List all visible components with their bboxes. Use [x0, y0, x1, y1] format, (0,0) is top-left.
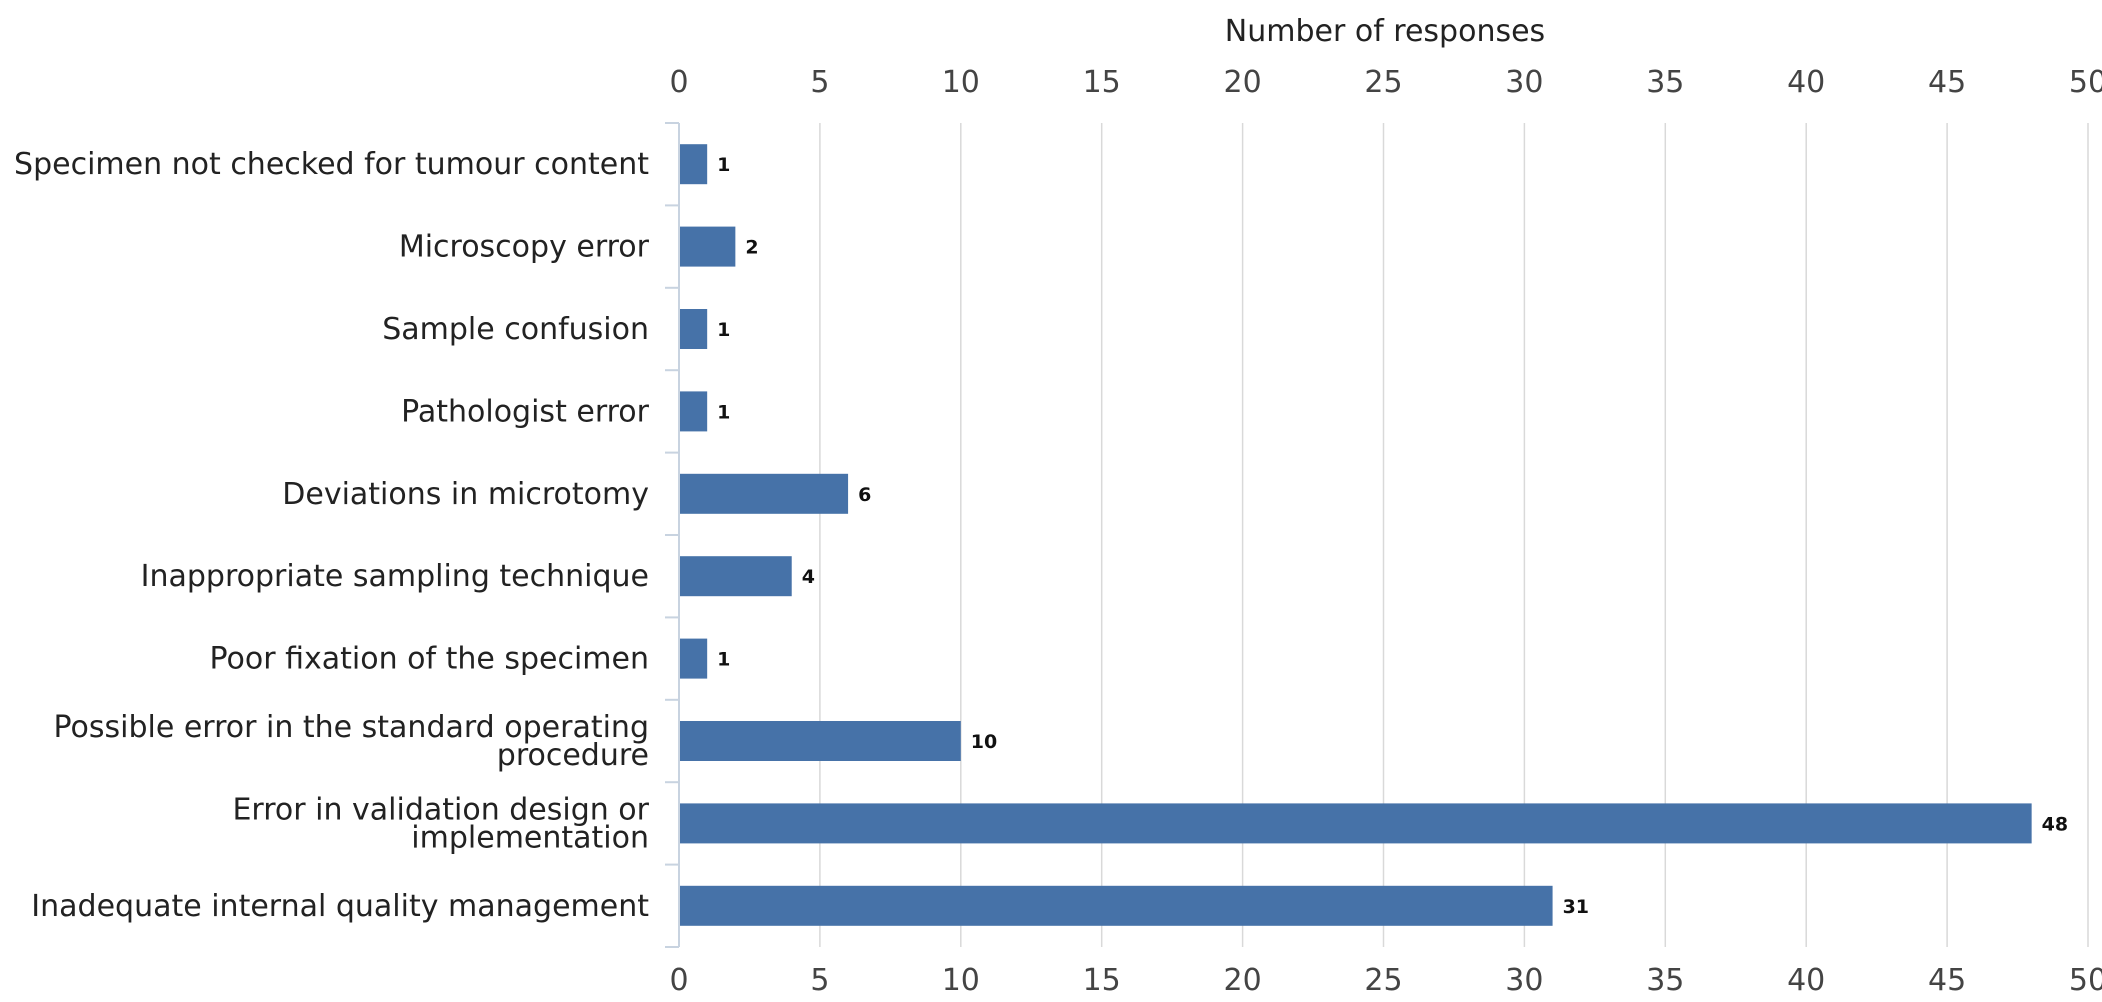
- x-tick-label-top: 0: [669, 65, 688, 100]
- x-tick-label-bottom: 10: [942, 963, 980, 998]
- bar: [680, 473, 849, 514]
- x-tick-label-top: 45: [1928, 65, 1966, 100]
- x-tick-label-top: 20: [1224, 65, 1262, 100]
- x-tick-label-top: 35: [1646, 65, 1684, 100]
- bar: [680, 556, 792, 597]
- category-label: Poor fixation of the specimen: [209, 642, 649, 677]
- data-label: 1: [717, 319, 730, 341]
- grid-layer: [819, 123, 2089, 947]
- x-tick-label-bottom: 35: [1646, 963, 1684, 998]
- bar: [680, 391, 708, 432]
- axis-layer: 0 0 5 5 10 10 15 15 20 20 25 25 30 30 35 35 40 40 45 45 50 50: [665, 65, 2102, 998]
- x-axis-title: Number of responses: [1225, 14, 1545, 49]
- bar: [680, 885, 1553, 926]
- data-label: 2: [745, 237, 758, 259]
- data-label: 4: [802, 566, 815, 588]
- bar: [680, 803, 2032, 844]
- x-tick-label-top: 15: [1083, 65, 1121, 100]
- x-tick-label-top: 40: [1787, 65, 1825, 100]
- x-tick-label-bottom: 40: [1787, 963, 1825, 998]
- x-tick-label-top: 30: [1505, 65, 1543, 100]
- bar: [680, 721, 961, 761]
- data-label: 10: [971, 731, 997, 753]
- data-label: 31: [1563, 896, 1589, 918]
- x-tick-label-bottom: 15: [1083, 963, 1121, 998]
- x-tick-label-top: 25: [1364, 65, 1402, 100]
- category-label: Microscopy error: [399, 230, 650, 265]
- bar: [680, 226, 736, 267]
- labels-layer: 1 Specimen not checked for tumour content…: [14, 147, 2068, 924]
- bars-layer: [680, 144, 2032, 926]
- category-label: Inadequate internal quality management: [31, 889, 649, 924]
- x-tick-label-bottom: 0: [669, 963, 688, 998]
- category-label: Error in validation design or implementat…: [232, 792, 649, 855]
- x-tick-label-top: 5: [810, 65, 829, 100]
- data-label: 6: [858, 484, 871, 506]
- x-tick-label-bottom: 30: [1505, 963, 1543, 998]
- x-tick-label-bottom: 5: [810, 963, 829, 998]
- data-label: 1: [717, 401, 730, 423]
- category-label: Inappropriate sampling technique: [141, 559, 649, 594]
- x-tick-label-top: 50: [2069, 65, 2102, 100]
- data-label: 48: [2042, 813, 2068, 835]
- x-tick-label-top: 10: [942, 65, 980, 100]
- bar: [680, 309, 708, 349]
- x-tick-label-bottom: 45: [1928, 963, 1966, 998]
- category-label: Sample confusion: [382, 312, 649, 347]
- category-label: Specimen not checked for tumour content: [14, 147, 649, 182]
- data-label: 1: [717, 649, 730, 671]
- bar: [680, 638, 708, 679]
- category-label: Possible error in the standard operating…: [54, 710, 650, 773]
- x-tick-label-bottom: 50: [2069, 963, 2102, 998]
- bar: [680, 144, 708, 185]
- x-tick-label-bottom: 20: [1224, 963, 1262, 998]
- category-label: Pathologist error: [401, 394, 650, 429]
- x-tick-label-bottom: 25: [1364, 963, 1402, 998]
- data-label: 1: [717, 154, 730, 176]
- category-label: Deviations in microtomy: [282, 477, 649, 512]
